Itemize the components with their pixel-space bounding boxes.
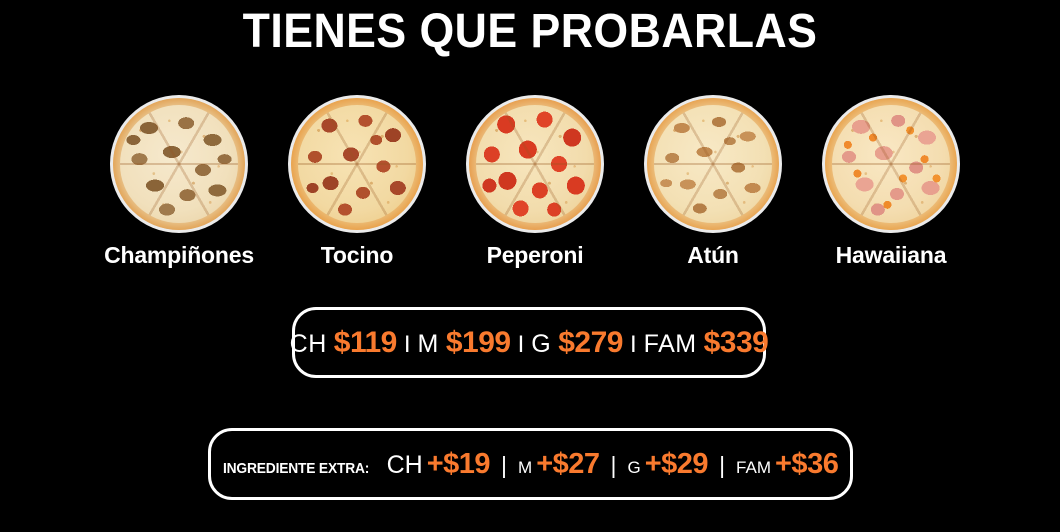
price-value-fam: $339	[703, 325, 769, 359]
pizza-item-tocino[interactable]: Tocino	[268, 98, 446, 269]
extra-size-g: G	[627, 457, 641, 477]
pizza-item-hawaiiana[interactable]: Hawaiiana	[802, 98, 980, 269]
hawaiian-pizza-image	[825, 98, 957, 230]
price-value-g: $279	[558, 325, 623, 359]
pizza-label: Atún	[687, 242, 739, 268]
pizza-label: Champiñones	[104, 242, 254, 268]
mushroom-pizza-image	[113, 98, 245, 230]
extra-value-m: +$27	[536, 447, 600, 480]
extra-value-g: +$29	[644, 447, 709, 480]
extra-size-m: M	[518, 457, 533, 477]
extra-value-ch: +$19	[426, 447, 491, 480]
bacon-pizza-image	[291, 98, 423, 230]
tuna-pizza-image	[647, 98, 779, 230]
extra-ingredient-title: INGREDIENTE EXTRA:	[222, 459, 369, 477]
page-title: TIENES QUE PROBARLAS	[242, 5, 818, 58]
price-size-ch: CH	[289, 329, 327, 358]
price-size-m: M	[417, 329, 439, 358]
price-size-g: G	[531, 329, 552, 358]
extra-value-fam: +$36	[775, 447, 839, 480]
extra-separator: |	[501, 451, 508, 478]
pizza-item-champinones[interactable]: Champiñones	[90, 98, 268, 269]
price-separator: I	[630, 330, 637, 358]
pizza-list: Champiñones Tocino Peperoni	[90, 98, 980, 273]
size-price-line: CH $119 I M $199 I G $279 I FAM $339	[290, 326, 769, 360]
size-price-box: CH $119 I M $199 I G $279 I FAM $339	[290, 307, 769, 378]
extra-ingredient-box: INGREDIENTE EXTRA: CH +$19 | M +$27 | G …	[208, 428, 853, 500]
extra-ingredient-line: INGREDIENTE EXTRA: CH +$19 | M +$27 | G …	[223, 448, 839, 481]
pizza-label: Peperoni	[486, 242, 584, 268]
extra-separator: |	[719, 451, 726, 478]
extra-size-fam: FAM	[736, 457, 771, 477]
price-value-m: $199	[445, 325, 511, 359]
extra-separator: |	[610, 451, 617, 478]
pizza-item-peperoni[interactable]: Peperoni	[446, 98, 624, 269]
price-size-fam: FAM	[643, 329, 697, 358]
pepperoni-pizza-image	[469, 98, 601, 230]
pizza-label: Tocino	[320, 242, 394, 268]
pizza-item-atun[interactable]: Atún	[624, 98, 802, 269]
pizza-label: Hawaiiana	[835, 242, 947, 268]
price-value-ch: $119	[333, 325, 398, 359]
extra-size-ch: CH	[386, 450, 423, 479]
price-separator: I	[403, 330, 411, 358]
price-separator: I	[517, 330, 525, 358]
